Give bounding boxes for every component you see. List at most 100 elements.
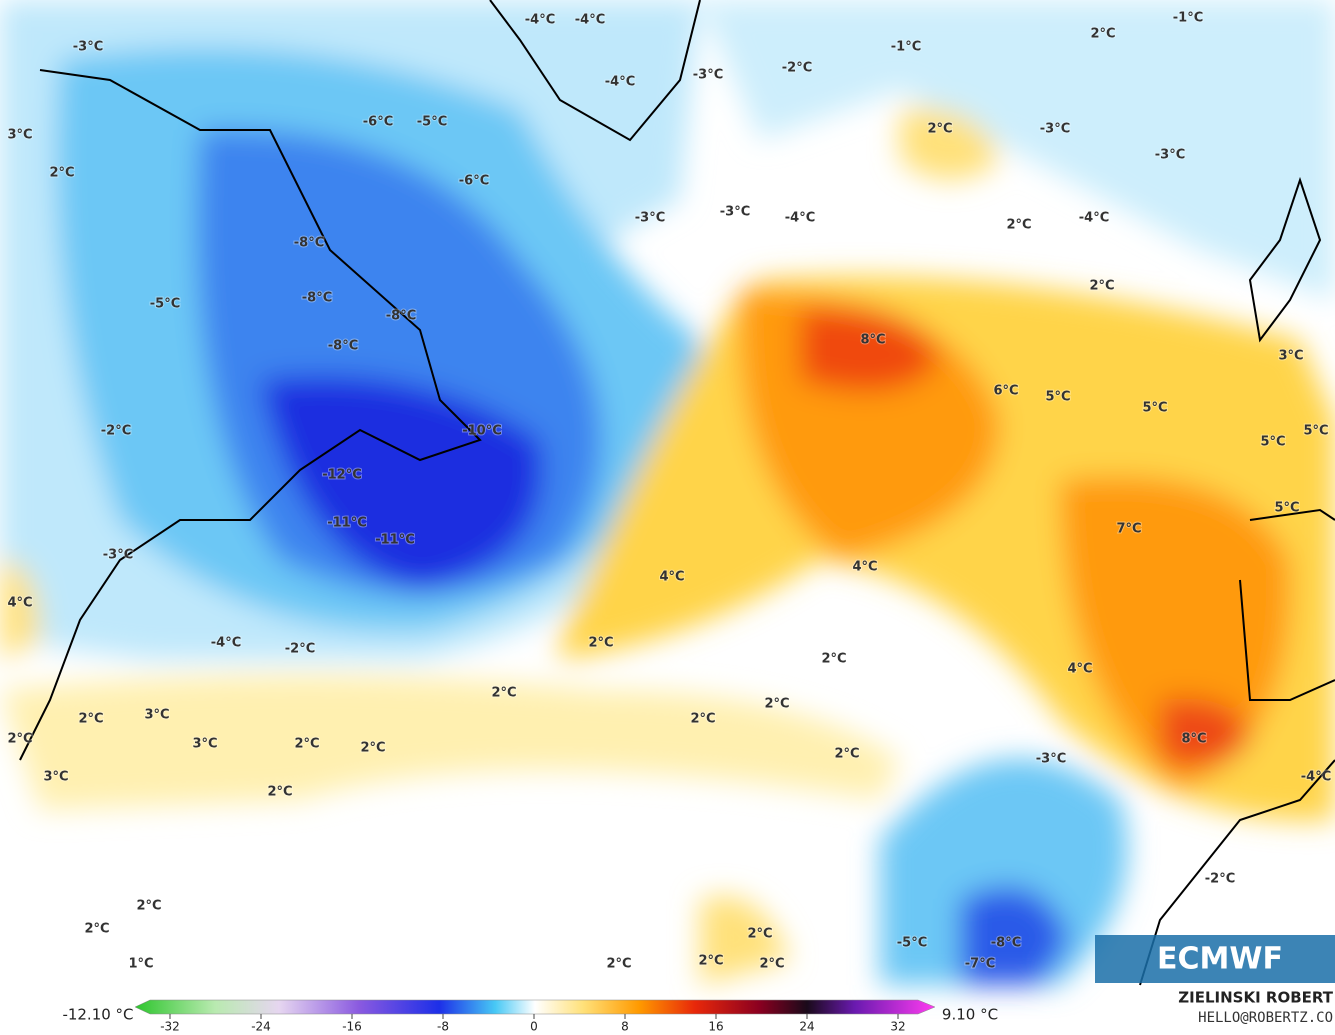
temperature-label: -8°C	[328, 339, 358, 354]
temperature-label: 2°C	[747, 927, 772, 942]
temperature-label: 5°C	[1303, 424, 1328, 439]
temperature-label: 2°C	[588, 636, 613, 651]
colorbar-tick-label: 0	[530, 1020, 538, 1034]
temperature-label: 2°C	[1006, 218, 1031, 233]
temperature-label: -4°C	[211, 636, 241, 651]
temperature-label: -7°C	[965, 957, 995, 972]
temperature-label: 2°C	[84, 922, 109, 937]
temperature-label: 4°C	[7, 596, 32, 611]
temperature-label: 2°C	[698, 954, 723, 969]
temperature-label: -10°C	[462, 424, 502, 439]
min-label: -12.10 °C	[62, 1006, 133, 1024]
temperature-label: 3°C	[1278, 349, 1303, 364]
temperature-label: 4°C	[852, 560, 877, 575]
temperature-label: -3°C	[635, 211, 665, 226]
temperature-label: -4°C	[1301, 770, 1331, 785]
map: -3°C -4°C -4°C -1°C 2°C -1°C -2°C -3°C -4°C 3°C -6…	[0, 0, 1335, 986]
temperature-label: 5°C	[1045, 390, 1070, 405]
colorbar-tick-label: -16	[342, 1020, 362, 1034]
temperature-label: 3°C	[192, 737, 217, 752]
temperature-label: 5°C	[1260, 435, 1285, 450]
logo-box: ECMWF	[1095, 935, 1335, 983]
temperature-labels: -3°C -4°C -4°C -1°C 2°C -1°C -2°C -3°C -4°C 3°C -6…	[6, 10, 1332, 973]
temperature-label: -5°C	[150, 297, 180, 312]
temperature-label: -8°C	[302, 291, 332, 306]
temperature-label: -6°C	[459, 174, 489, 189]
temperature-label: -4°C	[525, 13, 555, 28]
temperature-label: -8°C	[386, 309, 416, 324]
colorbar-ticks: -32 -24 -16 -8 0 8 16 24 32	[160, 1014, 906, 1034]
coastlines	[19, 0, 1335, 986]
temperature-label: 2°C	[491, 686, 516, 701]
temperature-label: -3°C	[720, 205, 750, 220]
temperature-label: -12°C	[322, 468, 362, 483]
temperature-label: 2°C	[49, 166, 74, 181]
colorbar-tick-label: -8	[437, 1020, 449, 1034]
temperature-label: -3°C	[73, 40, 103, 55]
temperature-label: -3°C	[1036, 752, 1066, 767]
temperature-label: 6°C	[993, 384, 1018, 399]
temperature-label: -2°C	[1205, 872, 1235, 887]
temperature-label: -11°C	[327, 516, 367, 531]
temperature-label: -5°C	[417, 115, 447, 130]
temperature-label: 2°C	[927, 122, 952, 137]
temperature-label: -4°C	[785, 211, 815, 226]
logo-text: ECMWF	[1157, 942, 1283, 977]
temperature-label: 3°C	[144, 708, 169, 723]
temperature-label: 2°C	[1089, 279, 1114, 294]
temperature-label: 2°C	[7, 732, 32, 747]
temperature-label: 5°C	[1142, 401, 1167, 416]
temperature-field	[0, 0, 1335, 985]
temperature-label: -2°C	[101, 424, 131, 439]
colorbar-tick-label: 16	[708, 1020, 723, 1034]
temperature-label: -3°C	[693, 68, 723, 83]
temperature-label: 2°C	[759, 957, 784, 972]
colorbar-tick-label: 32	[890, 1020, 905, 1034]
max-label: 9.10 °C	[942, 1006, 998, 1024]
temperature-label: 7°C	[1116, 522, 1141, 537]
temperature-label: -4°C	[605, 75, 635, 90]
author: ZIELINSKI ROBERT	[1178, 989, 1333, 1007]
temperature-label: 5°C	[1274, 501, 1299, 516]
temperature-label: -3°C	[1040, 122, 1070, 137]
temperature-label: -2°C	[782, 61, 812, 76]
colorbar-tick-label: -24	[251, 1020, 271, 1034]
temperature-label: 2°C	[764, 697, 789, 712]
temperature-label: -3°C	[1155, 148, 1185, 163]
temperature-label: -5°C	[897, 936, 927, 951]
temperature-label: 1°C	[128, 957, 153, 972]
temperature-label: -8°C	[294, 236, 324, 251]
temperature-label: 3°C	[43, 770, 68, 785]
temperature-label: 2°C	[821, 652, 846, 667]
colorbar-gradient	[134, 999, 936, 1015]
colorbar-tick-label: 24	[799, 1020, 814, 1034]
temperature-label: 3°C	[7, 128, 32, 143]
temperature-label: 8°C	[860, 333, 885, 348]
temperature-label: 8°C	[1181, 732, 1206, 747]
temperature-label: 4°C	[659, 570, 684, 585]
temperature-label: -6°C	[363, 115, 393, 130]
temperature-label: -11°C	[375, 533, 415, 548]
contact: HELLO@ROBERTZ.CO	[1198, 1010, 1333, 1026]
temperature-label: -8°C	[991, 936, 1021, 951]
temperature-label: -3°C	[103, 548, 133, 563]
temperature-label: -1°C	[1173, 11, 1203, 26]
colorbar-tick-label: -32	[160, 1020, 180, 1034]
temperature-label: 2°C	[78, 712, 103, 727]
temperature-label: 2°C	[690, 712, 715, 727]
colorbar: -12.10 °C 9.10 °C -32 -24 -16 -8 0 8 16 24 32	[62, 999, 998, 1034]
temperature-label: 2°C	[294, 737, 319, 752]
temperature-label: 4°C	[1067, 662, 1092, 677]
colorbar-tick-label: 8	[621, 1020, 629, 1034]
temperature-label: 2°C	[136, 899, 161, 914]
temperature-label: 2°C	[360, 741, 385, 756]
temperature-label: -4°C	[1079, 211, 1109, 226]
temperature-label: -1°C	[891, 40, 921, 55]
temperature-label: -2°C	[285, 642, 315, 657]
temperature-label: -4°C	[575, 13, 605, 28]
logo-background	[1095, 935, 1335, 983]
temperature-label: 2°C	[834, 747, 859, 762]
temperature-label: 2°C	[267, 785, 292, 800]
temperature-label: 2°C	[606, 957, 631, 972]
